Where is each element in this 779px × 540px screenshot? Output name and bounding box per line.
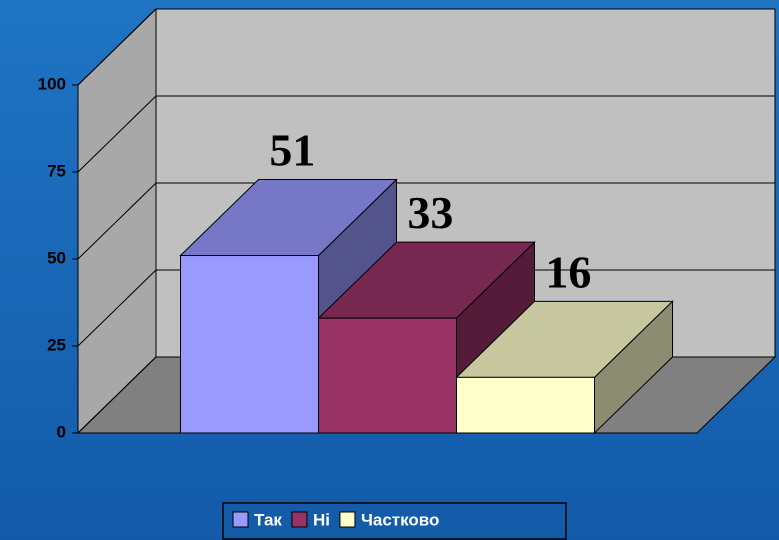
legend-swatch xyxy=(339,511,356,528)
bar xyxy=(180,255,319,434)
grid-line xyxy=(77,8,157,86)
data-label: 51 xyxy=(269,125,315,176)
y-tick-label: 0 xyxy=(57,422,66,441)
y-tick-label: 50 xyxy=(47,248,66,267)
grid-line xyxy=(77,356,157,434)
legend-label: Ні xyxy=(313,510,330,529)
legend-label: Частково xyxy=(361,510,439,529)
y-tick-label: 75 xyxy=(47,161,66,180)
grid-line xyxy=(77,95,157,173)
grid-line xyxy=(77,182,157,260)
legend-label: Так xyxy=(254,510,282,529)
grid-line xyxy=(77,269,157,347)
bar xyxy=(456,376,595,434)
y-tick-label: 100 xyxy=(38,74,66,93)
y-tick-label: 25 xyxy=(47,335,66,354)
data-label: 33 xyxy=(407,187,453,238)
legend-swatch xyxy=(232,511,249,528)
legend-swatch xyxy=(291,511,308,528)
bar xyxy=(318,317,457,434)
legend-box xyxy=(222,502,567,540)
data-label: 16 xyxy=(545,246,591,297)
